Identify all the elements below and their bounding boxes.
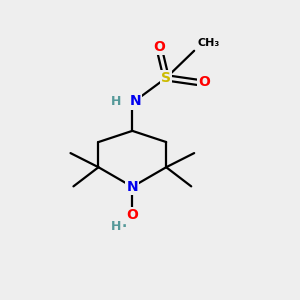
Text: O: O bbox=[199, 75, 210, 89]
Text: N: N bbox=[130, 94, 141, 108]
Text: O: O bbox=[126, 208, 138, 222]
Text: N: N bbox=[127, 180, 138, 194]
Text: H: H bbox=[111, 220, 121, 233]
Text: CH₃: CH₃ bbox=[197, 38, 219, 48]
Text: S: S bbox=[161, 71, 171, 85]
Text: H: H bbox=[111, 95, 121, 108]
Text: ·: · bbox=[122, 220, 127, 234]
Text: O: O bbox=[153, 40, 165, 54]
